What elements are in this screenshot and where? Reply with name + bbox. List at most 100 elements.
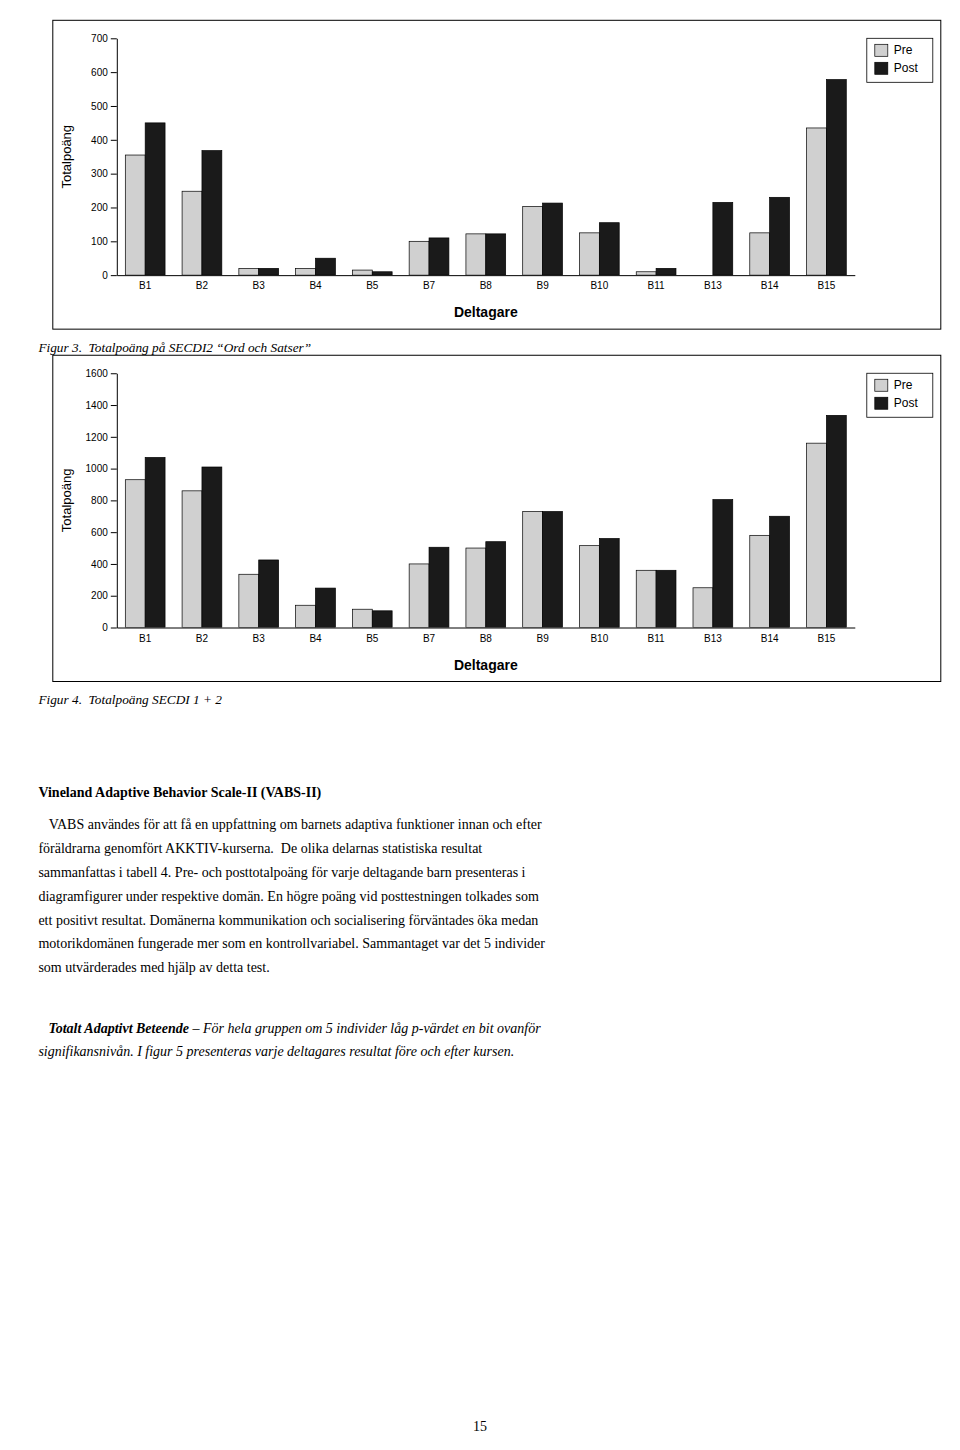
bar [693,588,713,628]
bar [826,80,846,276]
plot-area: 02004006008001000120014001600B1B2B3B4B5B… [59,368,933,673]
bar [599,223,619,275]
bar-series [125,128,826,275]
x-tick-label: B3 [253,633,266,644]
legend-entry: Pre [875,378,913,392]
y-tick: 400 [91,559,117,570]
bar [656,268,676,275]
bar [807,128,827,275]
x-axis: B1B2B3B4B5B7B8B9B10B11B13B14B15 [117,275,855,291]
bar [543,203,563,275]
body-line: diagramfigurer under respektive domän. E… [38,889,538,904]
y-tick-label: 1000 [86,463,109,474]
x-tick: B1 [139,628,152,644]
y-tick: 100 [91,236,117,247]
body-line: VABS användes för att få en uppfattning … [38,817,542,832]
x-tick: B15 [818,628,836,644]
x-tick: B13 [704,628,722,644]
chart-border [53,355,941,681]
italic-line-rest: – För hela gruppen om 5 individer låg p-… [189,1021,541,1036]
y-tick: 600 [91,527,117,538]
y-tick-mark [111,373,117,374]
y-tick: 600 [91,67,117,78]
x-tick-label: B11 [648,633,665,644]
x-tick-label: B7 [423,280,436,291]
x-axis-line [117,628,855,629]
y-tick-mark [111,241,117,242]
legend-label: Pre [894,43,913,57]
bars [125,415,846,627]
chart-border [53,20,941,329]
y-tick-mark [111,500,117,501]
bar-series [145,415,846,627]
y-axis-title: Totalpoäng [59,125,74,189]
x-tick: B2 [196,275,209,291]
x-tick: B9 [536,275,549,291]
bar [182,491,202,628]
x-tick: B7 [423,275,436,291]
legend-swatch [875,44,888,56]
y-tick-mark [111,437,117,438]
x-tick-label: B8 [480,280,493,291]
x-tick-label: B4 [309,280,322,291]
y-tick-label: 300 [91,168,108,179]
bar [826,415,846,627]
bar [429,238,449,275]
body-line: som utvärderades med hjälp av detta test… [38,960,269,975]
legend-entry: Post [875,396,919,410]
bar [579,233,599,275]
y-tick-label: 400 [91,135,108,146]
bar [352,609,372,627]
bar [372,272,392,275]
x-tick-label: B14 [761,280,779,291]
x-axis-title: Deltagare [454,657,518,673]
legend-swatch [875,62,888,74]
legend-label: Pre [894,378,913,392]
body-heading: Vineland Adaptive Behavior Scale-II (VAB… [38,785,321,801]
y-tick-mark [111,628,117,629]
italic-line: Totalt Adaptivt Beteende – För hela grup… [48,1021,541,1036]
legend-entry: Pre [875,43,913,57]
y-tick: 0 [102,622,117,633]
x-tick: B10 [590,275,608,291]
bar [693,275,713,276]
x-tick: B13 [704,275,722,291]
x-tick: B4 [309,275,322,291]
x-tick-label: B9 [536,280,549,291]
y-tick-mark [111,596,117,597]
bar [259,560,279,628]
x-tick-label: B10 [590,633,608,644]
body-line: ett positivt resultat. Domänerna kommuni… [38,913,538,928]
chart: 02004006008001000120014001600B1B2B3B4B5B… [53,355,941,681]
y-tick-label: 1200 [86,432,109,443]
plot-area: 0100200300400500600700B1B2B3B4B5B7B8B9B1… [59,33,933,320]
x-tick-label: B7 [423,633,436,644]
bar [750,233,770,275]
bars [125,80,846,276]
y-axis-line [117,374,118,628]
y-tick-label: 800 [91,495,108,506]
y-axis-title: Totalpoäng [59,469,74,533]
bar [429,547,449,627]
y-tick-mark [111,405,117,406]
y-tick: 200 [91,590,117,601]
x-tick-label: B15 [818,280,836,291]
x-tick-label: B14 [761,633,779,644]
y-tick-mark [111,532,117,533]
y-tick-label: 500 [91,101,108,112]
y-tick-mark [111,72,117,73]
bar [543,511,563,627]
bar [599,539,619,628]
x-tick-label: B13 [704,280,722,291]
y-tick-label: 700 [91,33,108,44]
bar [636,570,656,627]
bar [636,272,656,275]
y-tick: 200 [91,202,117,213]
x-tick-label: B13 [704,633,722,644]
y-tick-label: 0 [102,622,108,633]
x-tick-label: B3 [253,280,266,291]
bar [486,234,506,275]
y-tick-label: 600 [91,527,108,538]
y-tick-mark [111,106,117,107]
chart: 0100200300400500600700B1B2B3B4B5B7B8B9B1… [53,20,941,329]
